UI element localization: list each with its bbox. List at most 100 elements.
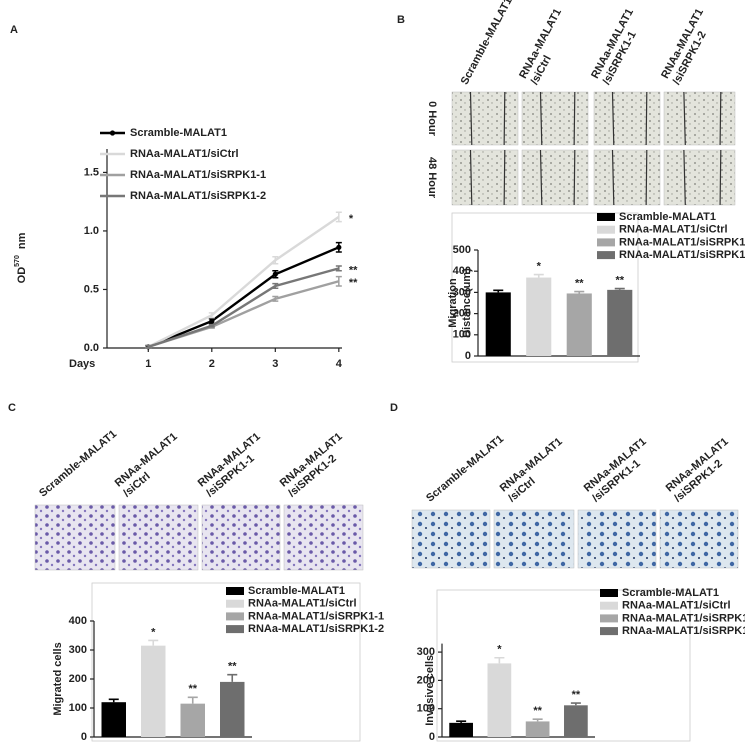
- significance: **: [533, 705, 542, 717]
- legend-label: RNAa-MALAT1/siSRPK1-2: [130, 190, 266, 202]
- error-bar: [570, 702, 581, 706]
- bar: [101, 702, 126, 737]
- error-bar: [493, 289, 504, 293]
- bar: [449, 722, 473, 737]
- column-label: Scramble-MALAT1: [459, 0, 515, 87]
- significance: **: [575, 277, 584, 289]
- wound-edge: [503, 91, 506, 146]
- bar: [526, 277, 552, 356]
- wound-edge: [611, 149, 615, 206]
- y-tick-label: 0: [429, 731, 435, 743]
- wound-edge: [469, 149, 473, 206]
- wound-edge: [645, 149, 648, 206]
- significance: *: [151, 626, 156, 638]
- x-axis-label: Days: [69, 358, 95, 370]
- series-line: [147, 215, 340, 348]
- y-axis-label-sup: 570: [14, 255, 21, 267]
- micrograph: [577, 509, 657, 569]
- y-tick-label: 500: [453, 244, 471, 256]
- legend-swatch: [226, 612, 244, 621]
- wound-edge: [539, 91, 543, 146]
- wound-edge: [503, 149, 506, 206]
- legend-label: Scramble-MALAT1: [248, 585, 345, 597]
- legend-swatch: [597, 225, 615, 234]
- bar: [141, 645, 166, 737]
- micrograph: [451, 91, 519, 146]
- y-tick-label: 400: [69, 615, 87, 627]
- legend-label: Scramble-MALAT1: [619, 211, 716, 223]
- wound-edge: [719, 91, 722, 146]
- bar: [566, 293, 592, 356]
- micrograph: [283, 504, 364, 571]
- legend-label: RNAa-MALAT1/siSRPK1-1: [622, 612, 745, 624]
- bar: [180, 703, 205, 737]
- y-axis-label-text: OD: [16, 267, 28, 284]
- legend-swatch: [597, 238, 615, 247]
- y-tick-label: 300: [69, 644, 87, 656]
- y-axis-label: Migration: [447, 278, 459, 328]
- error-bar: [148, 639, 159, 646]
- error-bar: [335, 275, 342, 287]
- micrograph: [663, 149, 736, 206]
- error-bar: [145, 344, 152, 349]
- legend-label: RNAa-MALAT1/siCtrl: [619, 224, 728, 236]
- legend-label: RNAa-MALAT1/siSRPK1-2: [619, 249, 745, 261]
- legend-swatch: [597, 213, 615, 221]
- error-bar: [533, 273, 544, 278]
- error-bar: [494, 656, 505, 664]
- x-tick-label: 2: [209, 358, 215, 370]
- legend-swatch: [600, 614, 618, 623]
- y-tick-label: 300: [417, 646, 435, 658]
- error-bar: [208, 323, 215, 328]
- error-bar: [187, 696, 198, 704]
- significance: **: [349, 277, 358, 289]
- micrograph: [451, 149, 519, 206]
- chart-frame: [451, 212, 639, 363]
- micrograph: [593, 149, 661, 206]
- chart-frame: [436, 589, 691, 742]
- legend-marker: [109, 130, 116, 136]
- legend-label: RNAa-MALAT1/siCtrl: [130, 148, 239, 160]
- error-bar: [574, 290, 585, 294]
- y-tick-label: 1.5: [84, 166, 99, 178]
- x-tick-label: 4: [336, 358, 343, 370]
- legend-label: RNAa-MALAT1/siCtrl: [622, 600, 731, 612]
- bar: [564, 705, 588, 737]
- legend-label: RNAa-MALAT1/siSRPK1-2: [248, 623, 384, 635]
- series-line: [147, 246, 340, 348]
- legend-label: Scramble-MALAT1: [130, 127, 227, 139]
- y-tick-label: 0: [81, 731, 87, 743]
- wound-edge: [573, 91, 576, 146]
- legend-swatch: [226, 587, 244, 595]
- significance: *: [537, 260, 542, 272]
- wound-edge: [611, 91, 615, 146]
- micrograph: [411, 509, 491, 569]
- x-tick-label: 3: [272, 358, 278, 370]
- legend-swatch: [600, 601, 618, 610]
- legend-swatch: [226, 625, 244, 634]
- significance: **: [615, 274, 624, 286]
- chart-frame: [91, 582, 361, 742]
- y-tick-label: 400: [453, 265, 471, 277]
- bar: [487, 663, 512, 737]
- bar: [220, 681, 245, 737]
- marker: [336, 244, 342, 250]
- wound-edge: [683, 91, 686, 146]
- bar: [525, 721, 550, 737]
- legend-label: RNAa-MALAT1/siCtrl: [248, 598, 357, 610]
- micrograph: [201, 504, 281, 571]
- micrograph: [493, 509, 575, 569]
- legend-swatch: [600, 627, 618, 636]
- error-bar: [272, 282, 279, 290]
- y-tick-label: 200: [453, 308, 471, 320]
- marker: [272, 271, 278, 277]
- y-tick-label: 200: [417, 674, 435, 686]
- column-label: Scramble-MALAT1: [37, 428, 119, 500]
- micrograph: [34, 504, 116, 571]
- error-bar: [614, 287, 625, 290]
- series-line: [147, 267, 340, 348]
- error-bar: [208, 312, 215, 319]
- error-bar: [335, 265, 342, 272]
- panel-label: B: [397, 14, 405, 26]
